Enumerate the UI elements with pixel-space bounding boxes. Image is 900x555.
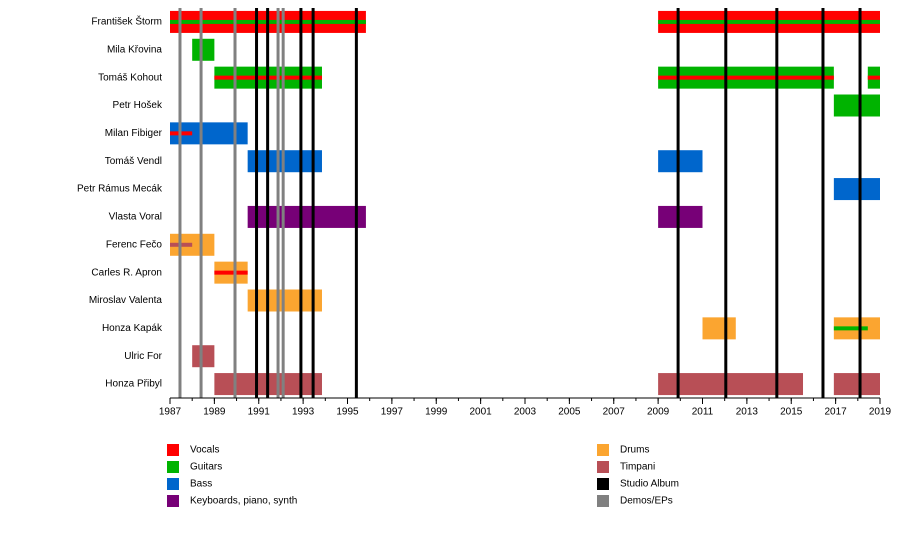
legend-label: Demos/EPs — [620, 496, 673, 507]
bar — [833, 94, 880, 117]
x-tick-label: 2003 — [514, 407, 537, 418]
row-label: Mila Křovina — [107, 44, 162, 55]
legend-label: Bass — [190, 479, 212, 490]
x-tick-label: 1989 — [203, 407, 226, 418]
bar — [247, 150, 322, 173]
legend-swatch — [597, 461, 609, 473]
legend-label: Timpani — [620, 462, 655, 473]
x-tick-label: 1997 — [381, 407, 404, 418]
stripe — [658, 75, 834, 80]
x-tick-label: 2011 — [692, 407, 714, 418]
x-tick-label: 2013 — [736, 407, 759, 418]
x-tick-label: 2017 — [825, 407, 848, 418]
row-label: Ferenc Fečo — [106, 239, 163, 250]
bar — [658, 373, 804, 396]
x-tick-label: 2001 — [470, 407, 493, 418]
x-tick-label: 1995 — [336, 407, 359, 418]
row-label: Tomáš Kohout — [98, 72, 162, 83]
bar — [833, 373, 880, 396]
x-tick-label: 2019 — [869, 407, 892, 418]
x-tick-label: 2009 — [647, 407, 670, 418]
legend-swatch — [597, 478, 609, 490]
x-tick-label: 2005 — [558, 407, 581, 418]
bar — [170, 122, 248, 145]
legend-label: Guitars — [190, 462, 222, 473]
legend-label: Keyboards, piano, synth — [190, 496, 297, 507]
row-label: Tomáš Vendl — [105, 156, 162, 167]
row-label: Petr Rámus Mecák — [77, 184, 163, 195]
row-label: Carles R. Apron — [91, 267, 162, 278]
x-tick-label: 1987 — [159, 407, 182, 418]
legend-swatch — [167, 444, 179, 456]
x-tick-label: 1993 — [292, 407, 315, 418]
row-label: Milan Fibiger — [105, 128, 163, 139]
legend-label: Drums — [620, 445, 649, 456]
row-label: Ulric For — [124, 351, 162, 362]
row-label: Honza Přibyl — [105, 379, 162, 390]
x-tick-label: 2015 — [780, 407, 803, 418]
bar — [192, 345, 215, 368]
legend-label: Vocals — [190, 445, 219, 456]
stripe — [867, 75, 880, 80]
row-label: Honza Kapák — [102, 323, 163, 334]
row-label: Petr Hošek — [113, 100, 163, 111]
row-label: Vlasta Voral — [109, 212, 162, 223]
legend-swatch — [167, 461, 179, 473]
stripe — [658, 19, 880, 24]
legend-swatch — [167, 495, 179, 507]
bar — [833, 178, 880, 201]
row-label: František Štorm — [91, 15, 162, 28]
stripe — [214, 270, 248, 275]
legend-label: Studio Album — [620, 479, 679, 490]
x-tick-label: 1991 — [248, 407, 271, 418]
bar — [247, 205, 366, 228]
legend-swatch — [597, 444, 609, 456]
legend-swatch — [167, 478, 179, 490]
x-tick-label: 2007 — [603, 407, 626, 418]
bar — [658, 205, 703, 228]
x-tick-label: 1999 — [425, 407, 448, 418]
legend-swatch — [597, 495, 609, 507]
bar — [247, 289, 322, 312]
row-label: Miroslav Valenta — [89, 295, 163, 306]
stripe — [833, 326, 868, 331]
bar — [192, 38, 215, 61]
bar — [702, 317, 736, 340]
bar — [658, 150, 703, 173]
